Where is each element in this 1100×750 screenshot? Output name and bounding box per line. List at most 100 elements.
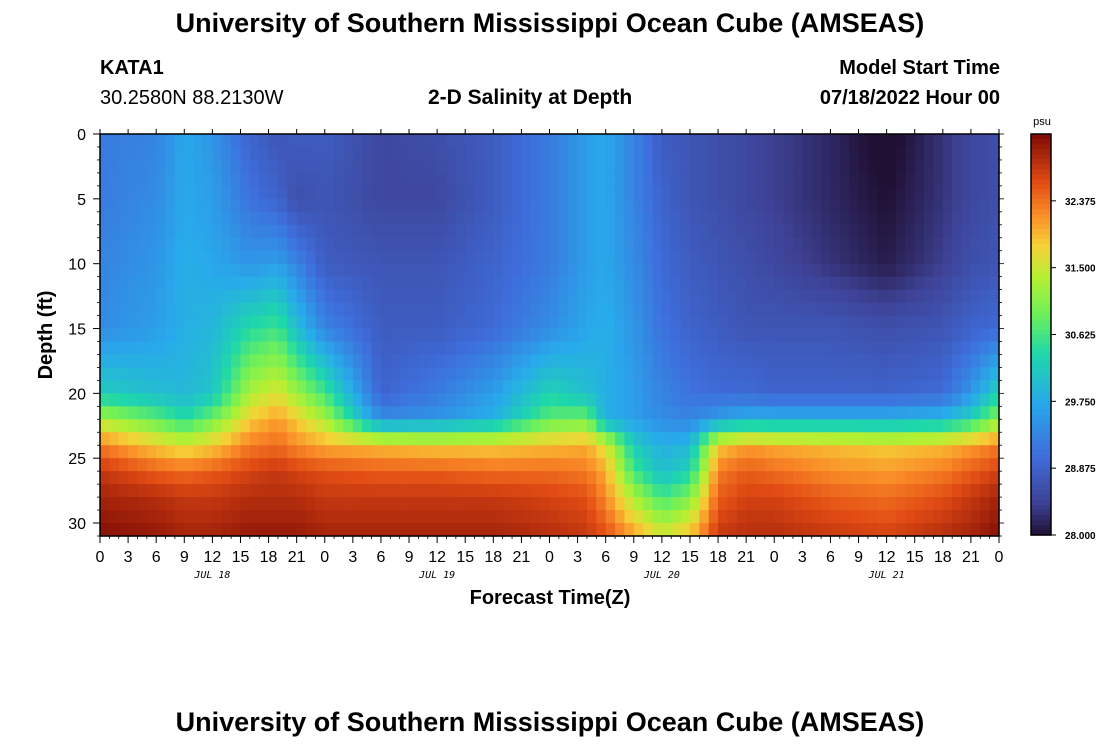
x-tick-label: 0 bbox=[995, 549, 1004, 566]
heatmap-cell bbox=[605, 302, 616, 317]
date-label: JUL 18 bbox=[193, 570, 230, 581]
heatmap-cell bbox=[821, 484, 832, 498]
heatmap-cell bbox=[746, 134, 757, 148]
heatmap-cell bbox=[652, 302, 663, 317]
heatmap-cell bbox=[802, 172, 813, 187]
heatmap-cell bbox=[212, 276, 223, 291]
heatmap-cell bbox=[980, 224, 991, 239]
heatmap-cell bbox=[989, 302, 1000, 317]
heatmap-cell bbox=[615, 134, 626, 148]
heatmap-cell bbox=[118, 289, 129, 304]
heatmap-cell bbox=[736, 523, 747, 537]
heatmap-cell bbox=[905, 211, 916, 226]
heatmap-cell bbox=[128, 367, 139, 381]
heatmap-cell bbox=[858, 237, 869, 252]
x-tick-label: 6 bbox=[601, 549, 610, 566]
heatmap-cell bbox=[774, 510, 785, 524]
heatmap-cell bbox=[811, 380, 822, 394]
heatmap-cell bbox=[558, 172, 569, 187]
heatmap-cell bbox=[643, 159, 654, 174]
heatmap-cell bbox=[324, 302, 335, 317]
heatmap-cell bbox=[774, 172, 785, 187]
heatmap-cell bbox=[296, 497, 307, 511]
heatmap-cell bbox=[493, 458, 504, 472]
heatmap-cell bbox=[605, 276, 616, 291]
heatmap-cell bbox=[446, 315, 457, 330]
chart-title: University of Southern Mississippi Ocean… bbox=[175, 8, 925, 38]
heatmap-cell bbox=[512, 211, 522, 226]
heatmap-cell bbox=[455, 159, 466, 174]
heatmap-cell bbox=[858, 146, 869, 161]
heatmap-cell bbox=[193, 484, 204, 498]
heatmap-cell bbox=[287, 523, 298, 537]
heatmap-cell bbox=[315, 471, 326, 485]
heatmap-cell bbox=[633, 406, 644, 420]
heatmap-cell bbox=[512, 263, 522, 278]
heatmap-cell bbox=[905, 302, 916, 317]
heatmap-cell bbox=[231, 289, 242, 304]
heatmap-cell bbox=[867, 302, 878, 317]
heatmap-cell bbox=[371, 224, 382, 239]
heatmap-cell bbox=[146, 523, 157, 537]
heatmap-cell bbox=[755, 159, 766, 174]
heatmap-cell bbox=[118, 419, 129, 433]
heatmap-cell bbox=[961, 224, 972, 239]
heatmap-cell bbox=[109, 276, 120, 291]
heatmap-cell bbox=[905, 471, 916, 485]
heatmap-cell bbox=[970, 172, 981, 187]
heatmap-cell bbox=[736, 380, 747, 394]
heatmap-cell bbox=[465, 302, 476, 317]
heatmap-cell bbox=[100, 523, 110, 537]
heatmap-cell bbox=[296, 510, 307, 524]
heatmap-cell bbox=[549, 419, 560, 433]
heatmap-cell bbox=[540, 134, 551, 148]
heatmap-cell bbox=[633, 354, 644, 369]
heatmap-cell bbox=[924, 471, 935, 485]
heatmap-cell bbox=[755, 146, 766, 161]
heatmap-cell bbox=[315, 134, 326, 148]
heatmap-cell bbox=[699, 354, 710, 369]
heatmap-cell bbox=[727, 289, 738, 304]
heatmap-cell bbox=[427, 445, 438, 459]
x-tick-label: 21 bbox=[962, 549, 980, 566]
heatmap-cell bbox=[324, 393, 335, 407]
heatmap-cell bbox=[540, 198, 551, 213]
heatmap-cell bbox=[699, 263, 710, 278]
heatmap-cell bbox=[615, 341, 626, 356]
heatmap-cell bbox=[249, 328, 260, 343]
heatmap-cell bbox=[315, 523, 326, 537]
heatmap-cell bbox=[390, 159, 401, 174]
heatmap-cell bbox=[952, 146, 963, 161]
heatmap-cell bbox=[427, 159, 438, 174]
heatmap-cell bbox=[483, 172, 494, 187]
heatmap-cell bbox=[165, 146, 176, 161]
heatmap-cell bbox=[661, 250, 672, 265]
heatmap-cell bbox=[792, 263, 803, 278]
heatmap-cell bbox=[446, 237, 457, 252]
station-id: KATA1 bbox=[100, 57, 164, 79]
heatmap-cell bbox=[811, 146, 822, 161]
heatmap-cell bbox=[521, 380, 532, 394]
heatmap-cell bbox=[643, 146, 654, 161]
heatmap-cell bbox=[895, 237, 906, 252]
heatmap-cell bbox=[231, 263, 242, 278]
heatmap-cell bbox=[736, 250, 747, 265]
heatmap-cell bbox=[371, 134, 382, 148]
heatmap-cell bbox=[615, 523, 626, 537]
heatmap-cell bbox=[755, 302, 766, 317]
heatmap-cell bbox=[680, 134, 691, 148]
heatmap-cell bbox=[483, 380, 494, 394]
heatmap-cell bbox=[203, 315, 213, 330]
heatmap-cell bbox=[399, 510, 410, 524]
heatmap-cell bbox=[259, 172, 270, 187]
heatmap-cell bbox=[605, 367, 616, 381]
heatmap-cell bbox=[128, 315, 139, 330]
heatmap-cell bbox=[409, 185, 419, 200]
heatmap-cell bbox=[605, 393, 616, 407]
heatmap-cell bbox=[118, 458, 129, 472]
heatmap-cell bbox=[924, 458, 935, 472]
heatmap-cell bbox=[568, 276, 579, 291]
heatmap-cell bbox=[512, 250, 522, 265]
heatmap-cell bbox=[980, 471, 991, 485]
heatmap-cell bbox=[324, 523, 335, 537]
